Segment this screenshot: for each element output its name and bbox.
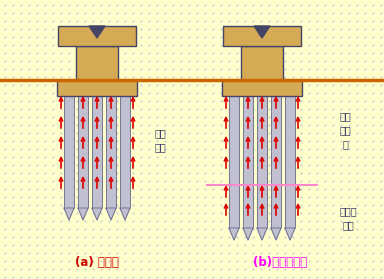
- Bar: [64, 96, 74, 208]
- Polygon shape: [89, 26, 105, 38]
- Bar: [257, 96, 267, 228]
- Text: 较坚硬
土层: 较坚硬 土层: [339, 206, 357, 230]
- Bar: [76, 46, 118, 80]
- Polygon shape: [254, 26, 270, 38]
- Bar: [241, 46, 283, 80]
- Polygon shape: [64, 208, 74, 220]
- Bar: [243, 96, 253, 228]
- Polygon shape: [257, 228, 267, 240]
- Polygon shape: [120, 208, 130, 220]
- Bar: [271, 96, 281, 228]
- Polygon shape: [78, 208, 88, 220]
- Bar: [106, 96, 116, 208]
- Polygon shape: [285, 228, 295, 240]
- Bar: [120, 96, 130, 208]
- Bar: [223, 26, 301, 46]
- Bar: [222, 80, 302, 96]
- Polygon shape: [229, 228, 239, 240]
- Bar: [58, 26, 136, 46]
- Polygon shape: [271, 228, 281, 240]
- Polygon shape: [92, 208, 102, 220]
- Polygon shape: [243, 228, 253, 240]
- Bar: [92, 96, 102, 208]
- Bar: [57, 80, 137, 96]
- Text: 软弱
土层: 软弱 土层: [154, 128, 166, 152]
- Bar: [78, 96, 88, 208]
- Text: 较软
弱土
层: 较软 弱土 层: [339, 111, 351, 149]
- Text: (b)端承摩擦桩: (b)端承摩擦桩: [253, 256, 307, 268]
- Bar: [285, 96, 295, 228]
- Bar: [229, 96, 239, 228]
- Text: (a) 摩擦桩: (a) 摩擦桩: [75, 256, 119, 268]
- Polygon shape: [106, 208, 116, 220]
